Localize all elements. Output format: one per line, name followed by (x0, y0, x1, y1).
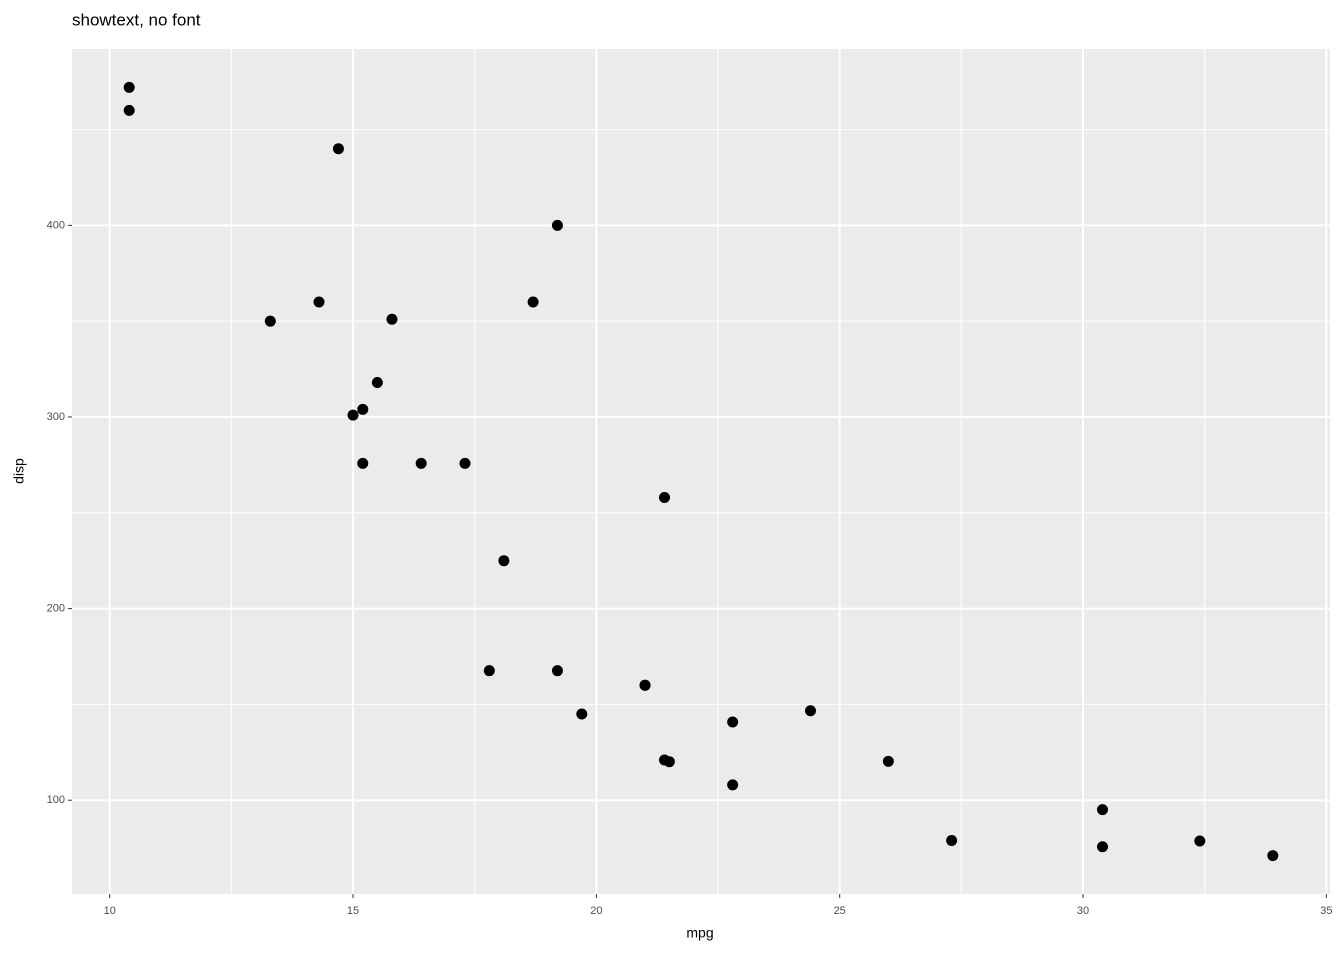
x-tick-label: 15 (347, 905, 359, 917)
x-tick-label: 10 (104, 905, 116, 917)
chart-title: showtext, no font (72, 10, 201, 29)
point (123, 81, 135, 93)
point (1194, 835, 1206, 847)
point (386, 313, 398, 325)
point (498, 555, 510, 567)
point (357, 457, 369, 469)
point (727, 779, 739, 791)
point (659, 754, 671, 766)
point (347, 409, 359, 421)
point (264, 315, 276, 327)
point (313, 296, 325, 308)
plot-panel (72, 49, 1330, 894)
point (459, 457, 471, 469)
point (1267, 850, 1279, 862)
x-tick-label: 35 (1320, 905, 1332, 917)
point (882, 755, 894, 767)
point (804, 705, 816, 717)
point (551, 665, 563, 677)
point (727, 716, 739, 728)
point (332, 143, 344, 155)
point (551, 219, 563, 231)
point (946, 834, 958, 846)
point (1096, 804, 1108, 816)
point (1096, 841, 1108, 853)
y-tick-label: 200 (47, 603, 65, 615)
point (415, 457, 427, 469)
point (527, 296, 539, 308)
point (639, 679, 651, 691)
y-axis-title: disp (11, 458, 27, 484)
point (576, 708, 588, 720)
y-tick-label: 300 (47, 411, 65, 423)
x-axis-title: mpg (686, 925, 713, 941)
point (357, 403, 369, 415)
point (659, 491, 671, 503)
x-tick-label: 25 (834, 905, 846, 917)
point (123, 104, 135, 116)
point (371, 376, 383, 388)
y-tick-label: 100 (47, 794, 65, 806)
point (483, 665, 495, 677)
x-tick-label: 30 (1077, 905, 1089, 917)
y-tick-label: 400 (47, 219, 65, 231)
x-tick-label: 20 (590, 905, 602, 917)
